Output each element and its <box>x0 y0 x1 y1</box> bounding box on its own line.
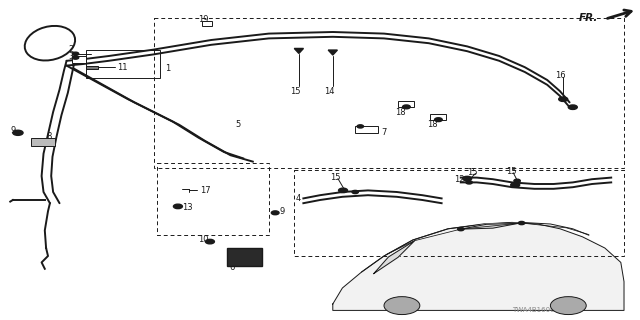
Circle shape <box>352 190 358 194</box>
Circle shape <box>72 56 79 59</box>
Circle shape <box>463 176 472 181</box>
Text: 15: 15 <box>291 87 301 96</box>
Circle shape <box>357 125 364 128</box>
Bar <box>227 248 262 266</box>
Text: 6: 6 <box>229 263 234 272</box>
Bar <box>31 138 55 146</box>
Text: 5: 5 <box>235 120 240 129</box>
Circle shape <box>466 181 472 184</box>
Circle shape <box>550 297 586 315</box>
Bar <box>72 56 86 63</box>
Circle shape <box>384 297 420 315</box>
Text: 12: 12 <box>454 175 465 184</box>
Bar <box>154 18 624 168</box>
Text: 9: 9 <box>279 207 284 216</box>
Text: 15: 15 <box>506 167 516 176</box>
Circle shape <box>205 239 214 244</box>
Polygon shape <box>294 48 303 53</box>
Text: 8: 8 <box>47 132 52 141</box>
Bar <box>294 170 624 256</box>
Circle shape <box>458 228 464 231</box>
Circle shape <box>514 179 520 182</box>
Bar <box>157 163 269 235</box>
Circle shape <box>13 130 23 135</box>
Text: 10: 10 <box>198 235 209 244</box>
Text: 1: 1 <box>165 64 170 73</box>
Text: TWA4B1600: TWA4B1600 <box>512 307 555 313</box>
Bar <box>86 50 160 78</box>
Text: 11: 11 <box>117 63 127 72</box>
Text: 2: 2 <box>68 45 74 54</box>
Circle shape <box>173 204 182 209</box>
Text: 14: 14 <box>324 87 335 96</box>
Text: 15: 15 <box>330 173 340 182</box>
Text: 9: 9 <box>10 126 15 135</box>
Text: FR.: FR. <box>579 12 598 23</box>
Circle shape <box>568 105 577 109</box>
Bar <box>355 126 378 133</box>
Circle shape <box>559 97 568 101</box>
Bar <box>431 114 447 120</box>
Circle shape <box>271 211 279 215</box>
Text: 18: 18 <box>428 120 438 129</box>
Text: 3: 3 <box>68 52 74 61</box>
Circle shape <box>518 221 525 225</box>
Circle shape <box>511 183 520 187</box>
Polygon shape <box>461 223 518 229</box>
Circle shape <box>339 188 348 193</box>
Text: 16: 16 <box>555 71 565 80</box>
Text: 13: 13 <box>182 203 193 212</box>
Polygon shape <box>374 241 415 274</box>
Text: 17: 17 <box>200 186 211 195</box>
Circle shape <box>403 105 410 109</box>
Text: 7: 7 <box>381 128 386 137</box>
Bar <box>86 66 98 69</box>
Polygon shape <box>333 222 624 310</box>
Bar <box>202 21 212 26</box>
Circle shape <box>435 118 442 122</box>
Polygon shape <box>328 50 337 55</box>
Text: 19: 19 <box>198 15 209 24</box>
Text: 4: 4 <box>296 194 301 203</box>
Bar <box>398 101 415 107</box>
Text: 18: 18 <box>396 108 406 117</box>
Circle shape <box>72 52 79 55</box>
Text: 15: 15 <box>467 168 477 177</box>
